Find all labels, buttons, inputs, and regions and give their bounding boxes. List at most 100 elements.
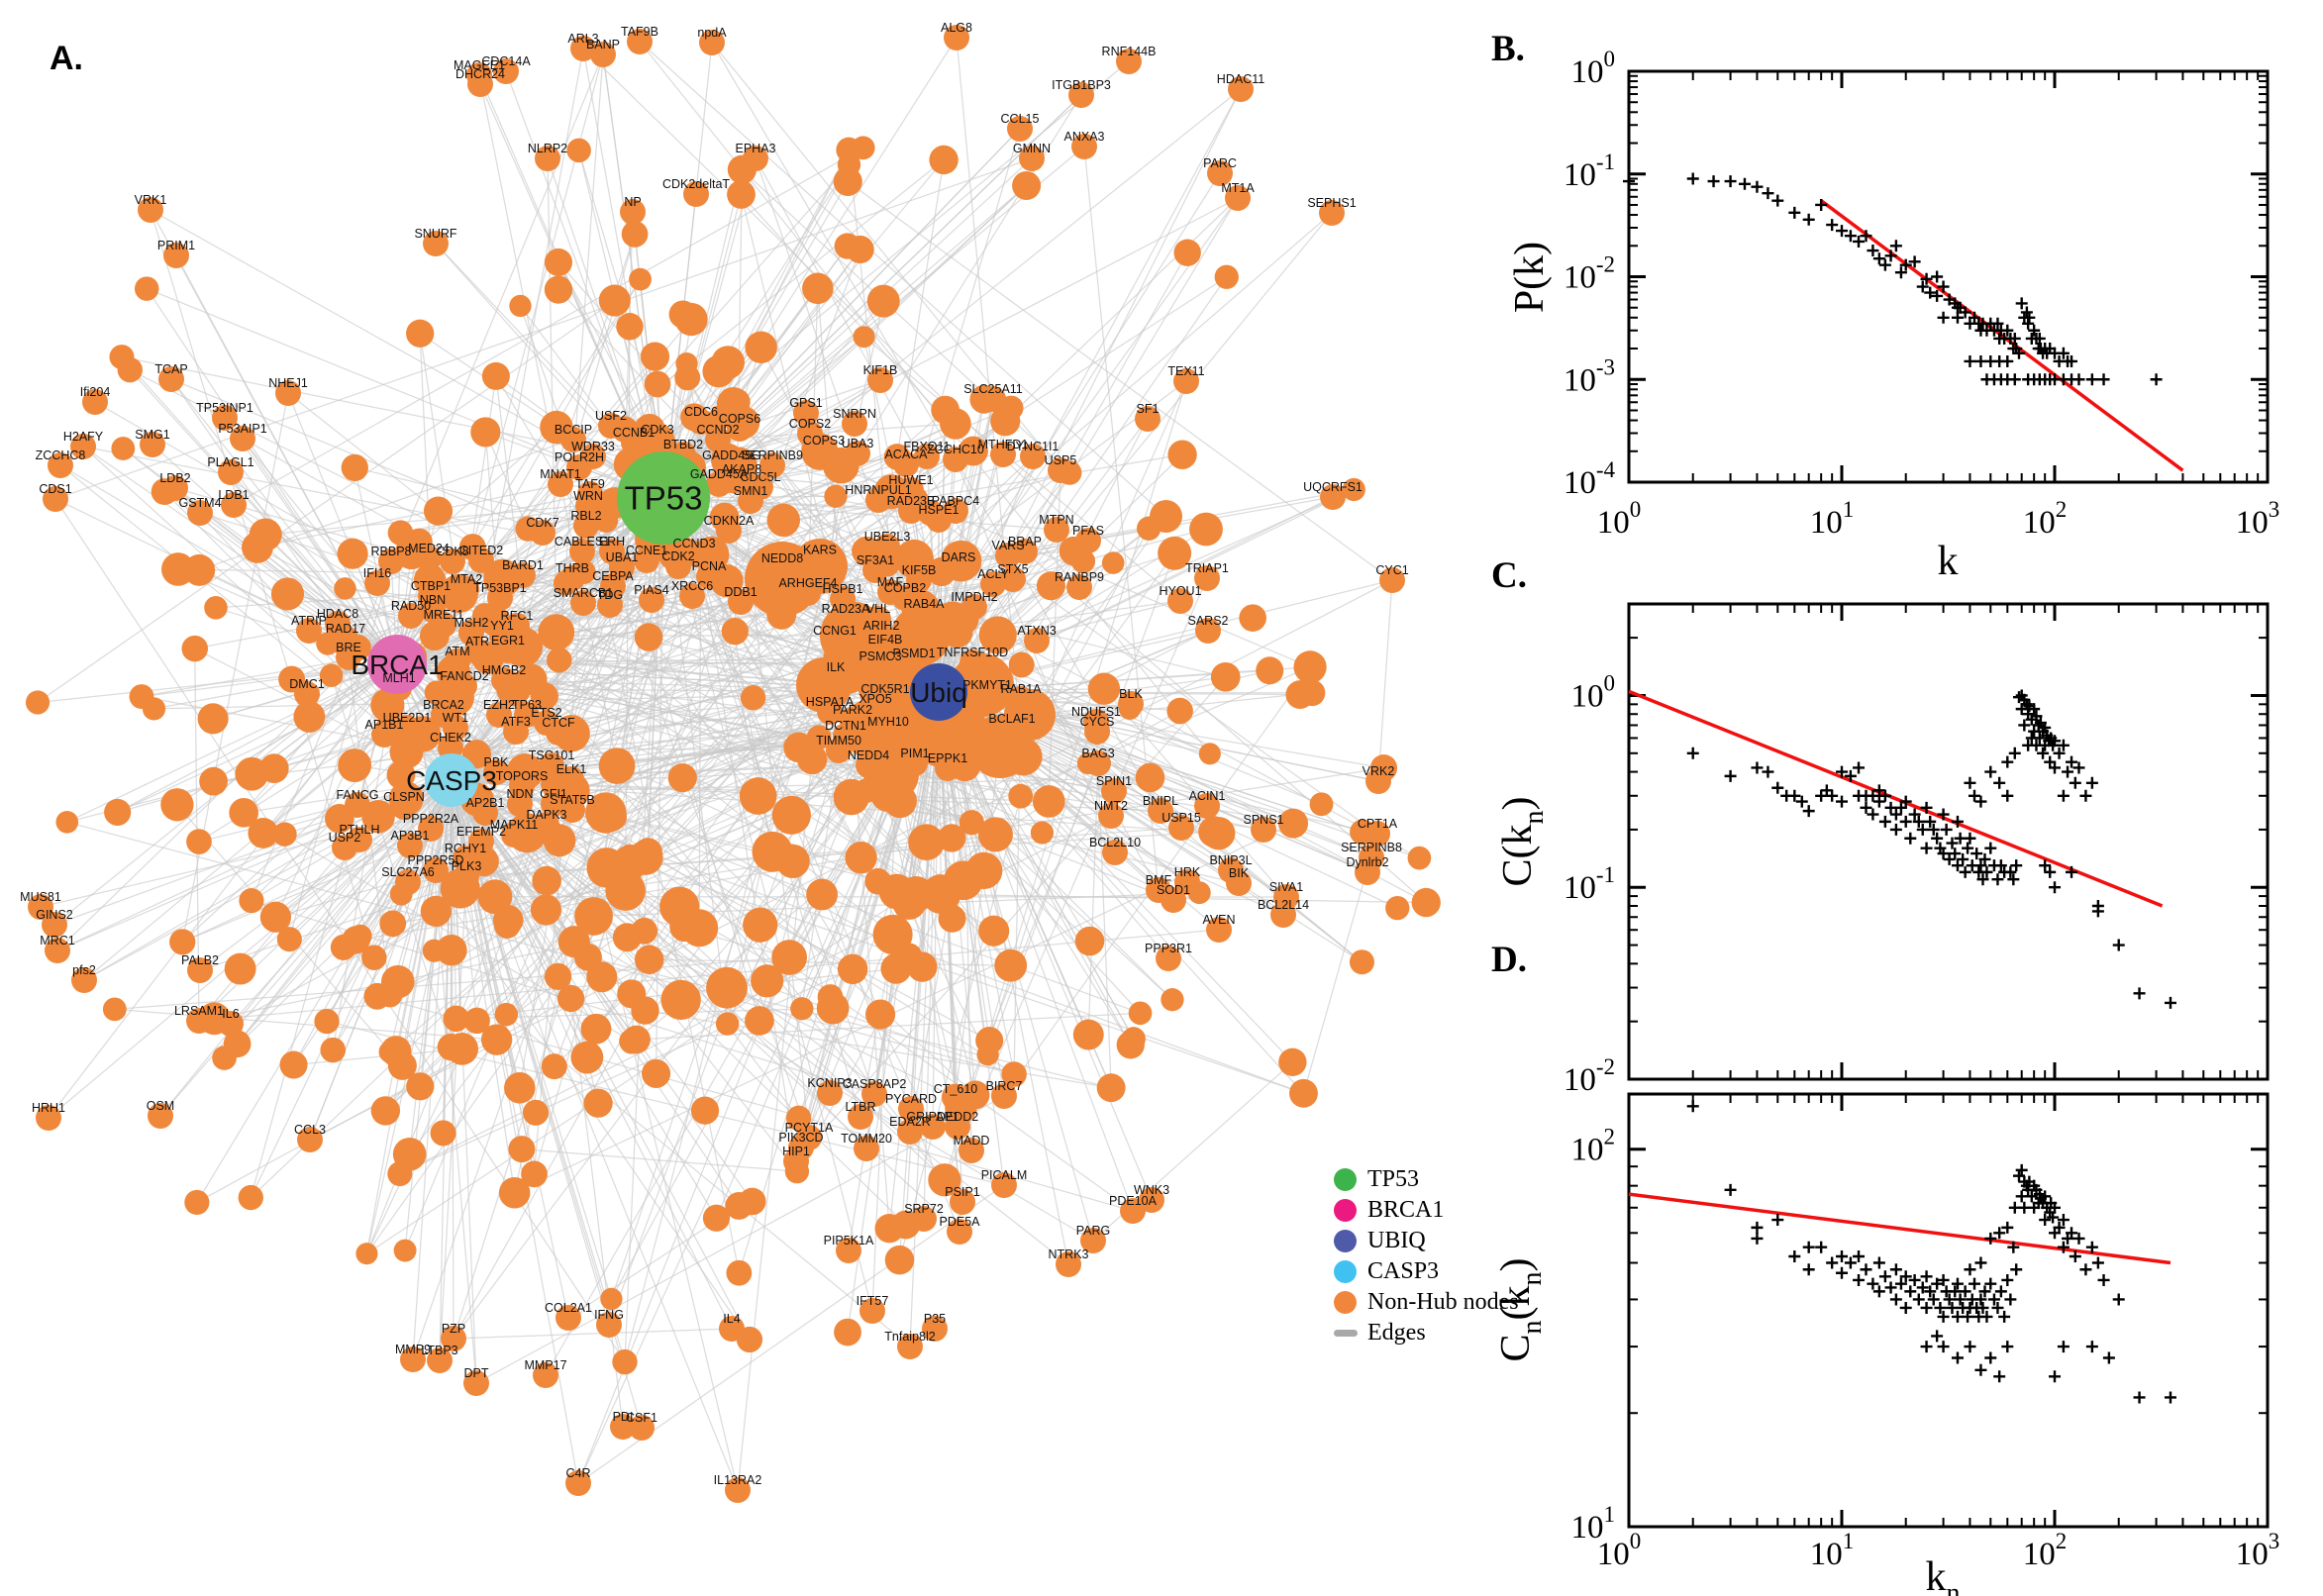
- network-node-label: FBXO11: [903, 440, 950, 453]
- network-node-label: PDE5A: [940, 1215, 981, 1229]
- network-node: [521, 1160, 548, 1188]
- network-node: [938, 904, 966, 933]
- network-node-label: BCLAF1: [988, 712, 1035, 726]
- network-node-label: RANBP9: [1055, 570, 1104, 584]
- network-node-label: IL4: [723, 1312, 740, 1326]
- network-node-label: RAB1A: [1001, 682, 1043, 696]
- network-node: [229, 797, 259, 828]
- network-node-label: ERH: [599, 535, 625, 549]
- network-node: [950, 1189, 975, 1215]
- network-node: [533, 1362, 558, 1388]
- network-node-label: VRK1: [135, 193, 167, 207]
- network-node: [443, 715, 468, 741]
- network-node-label: NEDD8: [761, 551, 803, 565]
- network-node: [1365, 768, 1391, 794]
- network-node: [493, 58, 519, 84]
- network-edge: [639, 41, 1166, 517]
- data-point-marker: [1836, 795, 1848, 808]
- network-edge: [256, 547, 917, 895]
- data-point-marker: [2062, 765, 2074, 778]
- network-node: [463, 1370, 489, 1396]
- network-edge: [962, 380, 1187, 881]
- network-node: [319, 663, 344, 687]
- network-node: [498, 1176, 531, 1209]
- network-node: [862, 557, 888, 583]
- network-node: [642, 1058, 671, 1088]
- network-node-label: NEDD4: [848, 748, 889, 762]
- network-node: [728, 589, 754, 615]
- data-point-marker: [1978, 852, 1991, 865]
- network-node: [898, 1096, 924, 1122]
- data-point-marker: [1943, 852, 1956, 865]
- network-edge: [66, 663, 398, 823]
- data-point-marker: [2008, 373, 2021, 386]
- network-node: [440, 549, 465, 574]
- network-node-label: AKAP8: [722, 462, 761, 476]
- network-node: [546, 647, 572, 673]
- data-point-marker: [1707, 175, 1720, 188]
- data-point-marker: [1974, 859, 1987, 872]
- network-node: [1075, 528, 1101, 553]
- data-point-marker: [1924, 1285, 1937, 1298]
- network-node: [1080, 1228, 1106, 1253]
- network-node: [391, 794, 417, 820]
- network-node: [1118, 691, 1144, 717]
- network-edge: [595, 519, 940, 1030]
- network-node: [802, 272, 834, 305]
- network-node: [836, 1238, 861, 1263]
- network-node-label: SF1: [1137, 402, 1160, 416]
- data-point-marker: [1980, 1310, 1993, 1323]
- network-node: [504, 1071, 536, 1104]
- network-node: [944, 860, 983, 901]
- network-edge: [37, 300, 616, 703]
- network-node: [535, 146, 560, 171]
- network-node: [334, 577, 356, 600]
- network-node: [716, 387, 751, 421]
- network-node-label: GADD45A: [690, 467, 749, 481]
- data-point-marker: [2012, 1169, 2025, 1182]
- network-node: [727, 180, 756, 209]
- data-point-marker: [1686, 1100, 1699, 1113]
- network-node-label: CDKN2A: [704, 514, 755, 528]
- network-node: [1355, 859, 1380, 885]
- data-point-marker: [2053, 1221, 2066, 1234]
- network-node-label: MTPN: [1039, 513, 1073, 527]
- network-node-label: CDC6: [684, 405, 718, 419]
- legend-item-label: Non-Hub nodes: [1367, 1289, 1519, 1315]
- data-point-marker: [1951, 815, 1964, 828]
- network-node: [1102, 840, 1128, 865]
- network-edge: [121, 355, 940, 521]
- network-node-label: BCCIP: [555, 423, 592, 437]
- data-point-marker: [2072, 373, 2085, 386]
- network-node: [1128, 1001, 1153, 1026]
- data-point-marker: [2001, 354, 2014, 367]
- network-node-label: CTBP1: [411, 579, 451, 593]
- network-node: [1135, 762, 1165, 793]
- network-node: [341, 453, 368, 482]
- network-node: [548, 471, 573, 497]
- network-node-label: AVEN: [1202, 913, 1235, 927]
- network-node: [538, 614, 575, 651]
- network-node: [224, 952, 256, 985]
- network-node: [148, 1103, 173, 1129]
- network-node: [759, 452, 785, 478]
- network-node-label: HDAC11: [1217, 72, 1264, 86]
- network-node: [494, 1002, 519, 1027]
- data-point-marker: [1878, 1270, 1891, 1283]
- network-node-label: CPT1A: [1358, 817, 1398, 831]
- network-node: [1206, 917, 1232, 943]
- network-node-label: CHEK2: [430, 731, 471, 745]
- data-point-marker: [1771, 194, 1784, 207]
- network-edge: [224, 519, 784, 1058]
- network-node-label: PCYT1A: [785, 1121, 834, 1135]
- network-node: [437, 1033, 465, 1061]
- data-point-marker: [1937, 848, 1950, 860]
- data-point-marker: [2049, 761, 2061, 774]
- network-node: [573, 513, 599, 539]
- data-point-marker: [1951, 1277, 1964, 1290]
- network-node: [793, 400, 819, 426]
- network-node-label: CCND2: [696, 423, 739, 437]
- data-point-marker: [2057, 1341, 2070, 1353]
- data-point-marker: [1912, 1293, 1925, 1306]
- network-node: [387, 1161, 413, 1187]
